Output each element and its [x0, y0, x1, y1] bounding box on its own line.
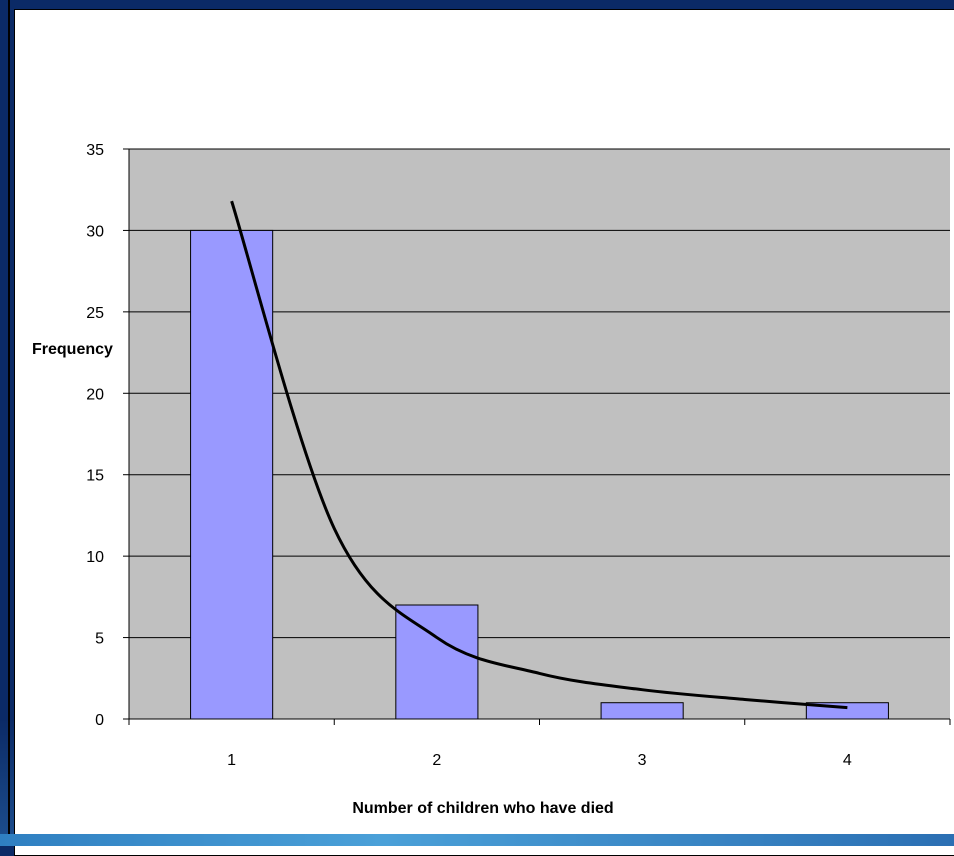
y-tick-label: 15 [86, 468, 104, 485]
axes [123, 148, 951, 725]
y-tick-label: 0 [95, 712, 104, 729]
bar [190, 229, 274, 720]
y-tick-label: 20 [86, 386, 104, 403]
bars [190, 229, 889, 720]
y-axis-title: Frequency [32, 341, 113, 358]
x-tick-label: 3 [638, 752, 647, 769]
y-tick-label: 10 [86, 549, 104, 566]
x-tick-labels: 1 2 3 4 [227, 752, 852, 769]
y-tick-label: 5 [95, 631, 104, 648]
bar [600, 702, 684, 720]
trendline [230, 200, 848, 710]
slide-bottom-strip [0, 834, 954, 846]
x-axis-title: Number of children who have died [352, 800, 613, 817]
x-tick-label: 2 [432, 752, 441, 769]
y-tick-labels: 0 5 10 15 20 25 30 35 [86, 142, 104, 729]
x-tick-label: 4 [843, 752, 852, 769]
bar [395, 604, 479, 720]
x-tick-label: 1 [227, 752, 236, 769]
y-tick-label: 25 [86, 305, 104, 322]
y-tick-label: 30 [86, 223, 104, 240]
y-tick-label: 35 [86, 142, 104, 159]
frame-divider [8, 0, 10, 846]
